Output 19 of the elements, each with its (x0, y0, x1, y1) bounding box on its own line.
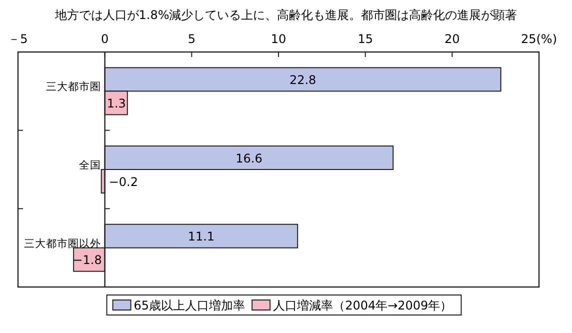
data-label: 22.8 (289, 72, 316, 87)
x-tick-label: 15 (358, 32, 373, 46)
x-tick-label: 10 (270, 32, 286, 46)
data-label: 16.6 (236, 151, 262, 166)
data-label: −0.2 (108, 174, 138, 189)
legend-label: 人口増減率（2004年→2009年） (273, 298, 452, 312)
x-tick-label: 5 (188, 32, 196, 46)
y-tick-label: 全国 (78, 160, 101, 172)
y-tick-label: 三大都市圏以外 (24, 236, 101, 250)
x-tick-label: 20 (444, 32, 460, 46)
x-tick-label: －5 (8, 32, 28, 46)
data-label: −1.8 (72, 253, 102, 268)
y-tick-label: 三大都市圏 (46, 80, 101, 94)
legend-label: 65歳以上人口増加率 (134, 298, 246, 312)
data-label: 11.1 (188, 230, 215, 244)
x-tick-label: 0 (101, 32, 109, 46)
x-tick-label: 25(%) (520, 32, 558, 46)
data-label: 1.3 (106, 96, 126, 110)
chart-title: 地方では人口が1.8%減少している上に、高齢化も進展。都市圏は高齢化の進展が顕著 (54, 8, 518, 22)
